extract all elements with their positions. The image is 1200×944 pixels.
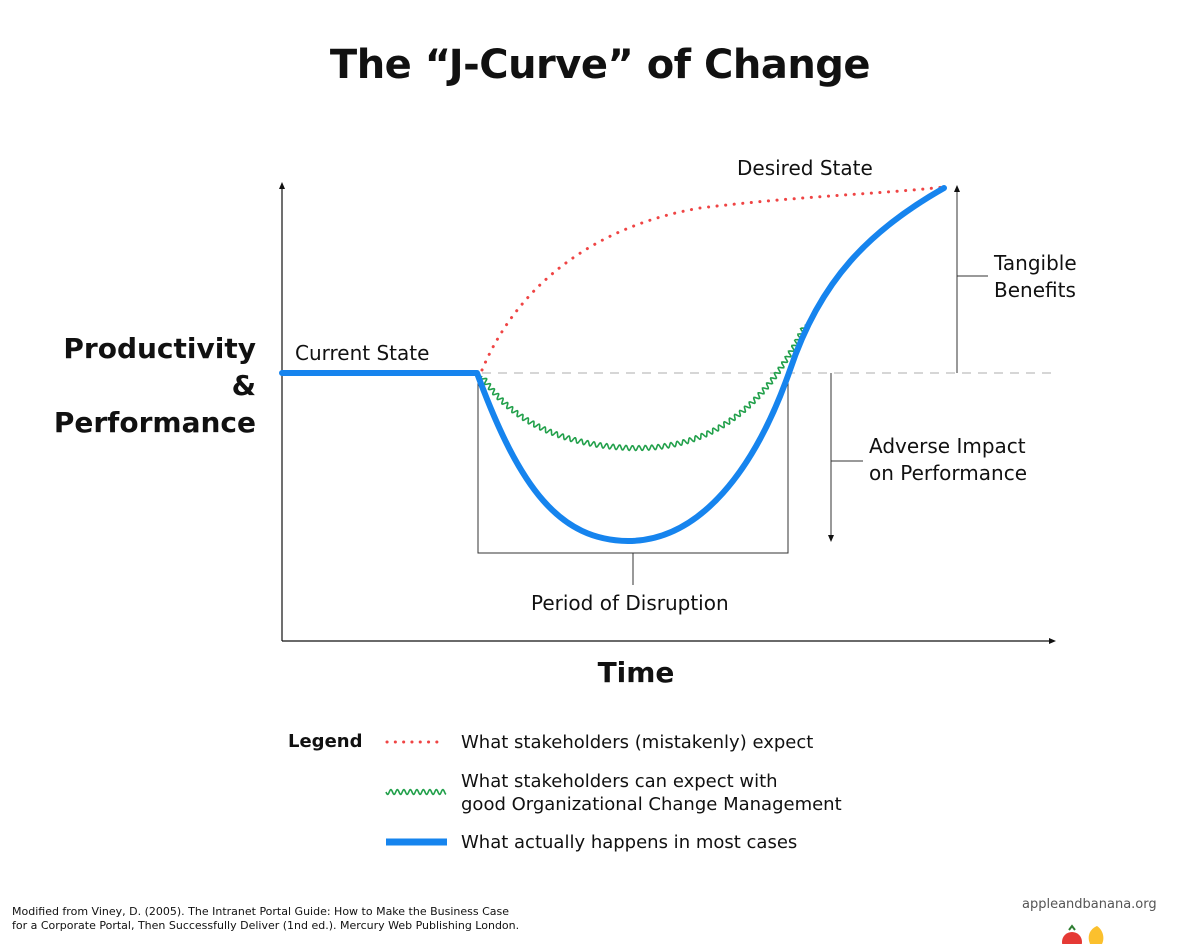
tangible-benefits-line-1: Tangible (994, 251, 1077, 275)
tangible-benefits-arrowhead (954, 185, 960, 192)
legend-label-expected: What stakeholders (mistakenly) expect (461, 732, 814, 753)
y-axis-label-line-2: & (231, 369, 256, 402)
actual-curve (279, 185, 947, 544)
adverse-impact-line-2: on Performance (869, 461, 1028, 485)
adverse-impact-label: Adverse Impact on Performance (869, 433, 1027, 487)
expected-curve (480, 185, 946, 372)
adverse-impact-line-1: Adverse Impact (869, 434, 1026, 458)
y-axis-label: Productivity & Performance (54, 330, 256, 441)
tangible-benefits-label: Tangible Benefits (994, 250, 1077, 304)
legend-label-actual: What actually happens in most cases (461, 832, 798, 853)
legend-swatch-managed (385, 788, 447, 796)
site-url: appleandbanana.org (1022, 897, 1157, 912)
legend-label-managed: What stakeholders can expect with good O… (461, 770, 842, 816)
diagram-title: The “J-Curve” of Change (329, 42, 871, 88)
adverse-impact-arrowhead (828, 535, 834, 542)
y-axis-label-line-3: Performance (53, 406, 256, 439)
y-axis-arrowhead (279, 182, 285, 189)
y-axis-label-line-1: Productivity (63, 332, 256, 365)
current-state-label: Current State (295, 341, 430, 365)
source-credit-line-1: Modified from Viney, D. (2005). The Intr… (12, 905, 510, 918)
legend-label-managed-line-1: What stakeholders can expect with (461, 771, 778, 792)
period-of-disruption-label: Period of Disruption (531, 591, 729, 615)
tangible-benefits-line-2: Benefits (994, 278, 1076, 302)
managed-curve (480, 324, 808, 452)
desired-state-label: Desired State (737, 156, 873, 180)
x-axis-arrowhead (1049, 638, 1056, 644)
legend-label-managed-line-2: good Organizational Change Management (461, 794, 842, 815)
source-credit-line-2: for a Corporate Portal, Then Successfull… (12, 919, 520, 932)
x-axis-label: Time (597, 656, 675, 689)
source-credit: Modified from Viney, D. (2005). The Intr… (12, 905, 519, 933)
legend-title: Legend (288, 731, 363, 752)
logo-fruit-icons (1062, 924, 1104, 944)
